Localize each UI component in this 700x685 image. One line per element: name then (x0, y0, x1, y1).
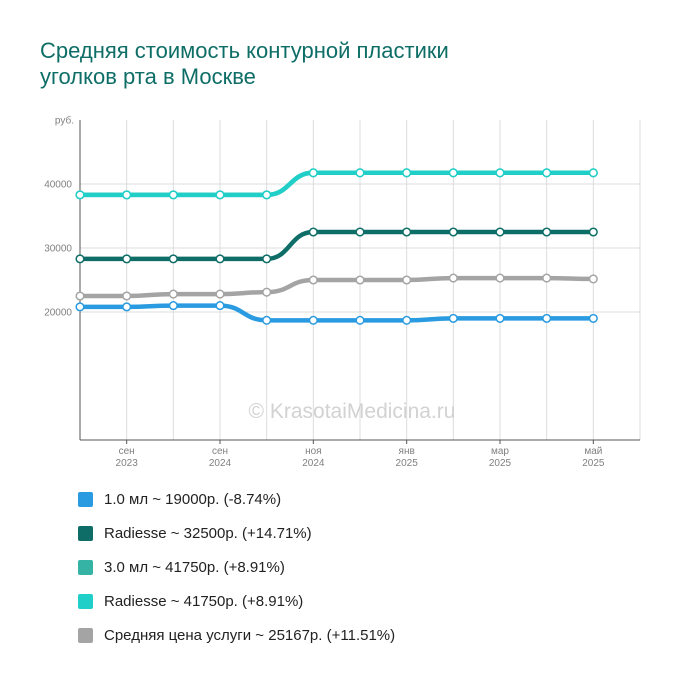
legend-label: Radiesse ~ 41750р. (+8.91%) (104, 593, 304, 610)
data-point (402, 168, 412, 178)
x-tick-label-year: 2025 (396, 458, 419, 469)
data-point (542, 227, 552, 237)
data-point (75, 190, 85, 200)
data-point (355, 227, 365, 237)
legend-label: 3.0 мл ~ 41750р. (+8.91%) (104, 559, 285, 576)
data-point (448, 313, 458, 323)
data-point (355, 315, 365, 325)
data-point (448, 273, 458, 283)
x-tick-label-year: 2024 (209, 458, 232, 469)
data-point (588, 168, 598, 178)
x-tick-label-month: май (584, 446, 602, 457)
data-point (495, 273, 505, 283)
series-5 (75, 273, 598, 301)
data-point (542, 313, 552, 323)
data-point (542, 168, 552, 178)
x-tick-label-year: 2024 (302, 458, 325, 469)
series-line (77, 303, 596, 323)
data-point (448, 227, 458, 237)
data-point (168, 289, 178, 299)
chart-title-line2: уголков рта в Москве (40, 64, 256, 89)
legend-label: Radiesse ~ 32500р. (+14.71%) (104, 525, 312, 542)
y-axis-unit: руб. (55, 115, 74, 127)
y-tick-label: 40000 (44, 180, 72, 191)
data-point (122, 254, 132, 264)
data-point (122, 302, 132, 312)
data-point (402, 227, 412, 237)
data-point (215, 289, 225, 299)
legend-swatch (78, 628, 93, 643)
legend-swatch (78, 594, 93, 609)
data-point (168, 190, 178, 200)
data-point (588, 274, 598, 284)
chart-series (75, 168, 598, 325)
legend-swatch (78, 492, 93, 507)
data-point (75, 254, 85, 264)
data-point (402, 275, 412, 285)
data-point (355, 168, 365, 178)
chart-title: Средняя стоимость контурной пластики уго… (40, 38, 660, 90)
data-point (262, 315, 272, 325)
x-tick-label-year: 2023 (116, 458, 139, 469)
data-point (168, 301, 178, 311)
data-point (588, 227, 598, 237)
data-point (308, 227, 318, 237)
x-tick-label-month: янв (399, 446, 415, 457)
legend-label: 1.0 мл ~ 19000р. (-8.74%) (104, 491, 282, 508)
data-point (542, 273, 552, 283)
series-line (77, 229, 596, 262)
y-tick-label: 30000 (44, 244, 72, 255)
x-tick-label-month: сен (119, 446, 135, 457)
series-4 (75, 168, 598, 200)
x-tick-label-year: 2025 (489, 458, 512, 469)
data-point (215, 190, 225, 200)
data-point (308, 275, 318, 285)
data-point (215, 301, 225, 311)
data-point (308, 315, 318, 325)
data-point (495, 313, 505, 323)
watermark: © KrasotaiMedicina.ru (249, 400, 456, 423)
data-point (495, 168, 505, 178)
data-point (402, 315, 412, 325)
x-tick-label-month: мар (491, 446, 509, 457)
data-point (122, 291, 132, 301)
series-line (77, 275, 596, 299)
data-point (168, 254, 178, 264)
y-tick-label: 20000 (44, 308, 72, 319)
data-point (355, 275, 365, 285)
series-1 (75, 301, 598, 325)
chart-title-line1: Средняя стоимость контурной пластики (40, 38, 449, 63)
data-point (75, 291, 85, 301)
legend-label: Средняя цена услуги ~ 25167р. (+11.51%) (104, 627, 396, 644)
legend-swatch (78, 526, 93, 541)
data-point (215, 254, 225, 264)
data-point (75, 302, 85, 312)
data-point (448, 168, 458, 178)
data-point (495, 227, 505, 237)
series-2 (75, 227, 598, 264)
data-point (308, 168, 318, 178)
x-tick-label-month: ноя (305, 446, 322, 457)
data-point (122, 190, 132, 200)
data-point (262, 287, 272, 297)
data-point (588, 313, 598, 323)
chart-axes: 200003000040000руб.сен2023сен2024ноя2024… (44, 115, 640, 469)
x-tick-label-year: 2025 (582, 458, 605, 469)
data-point (262, 254, 272, 264)
x-tick-label-month: сен (212, 446, 228, 457)
legend-swatch (78, 560, 93, 575)
data-point (262, 190, 272, 200)
